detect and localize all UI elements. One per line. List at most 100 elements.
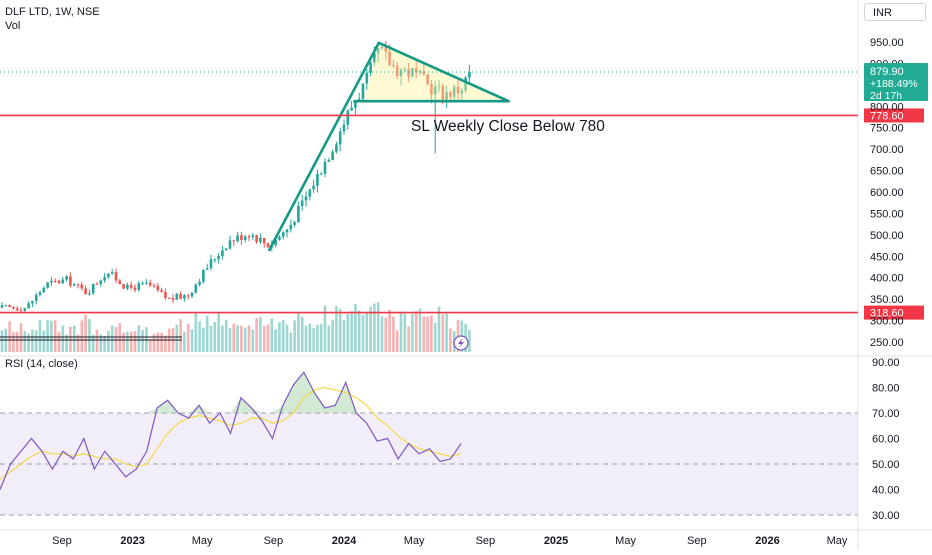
time-tick-label: 2025 — [544, 535, 568, 547]
candle — [331, 151, 334, 160]
candle — [8, 305, 11, 307]
candle — [437, 85, 441, 87]
candle — [202, 269, 205, 282]
volume-bar — [46, 320, 49, 352]
candle — [126, 284, 129, 289]
candle — [468, 72, 471, 78]
candle — [145, 282, 148, 284]
candle — [183, 295, 186, 299]
candle — [228, 240, 232, 249]
candle — [164, 292, 167, 298]
candle — [266, 243, 270, 248]
price-tick-label: 700.00 — [870, 144, 904, 156]
volume-bar — [221, 325, 224, 352]
volume-bar — [69, 326, 72, 352]
candle — [255, 235, 258, 242]
candle — [380, 47, 384, 49]
volume-bar — [259, 317, 262, 352]
time-tick-label: May — [615, 535, 636, 547]
rsi-ma-line — [0, 386, 462, 480]
candle — [76, 284, 80, 286]
candle — [262, 237, 266, 244]
symbol-title: DLF LTD, 1W, NSE — [5, 6, 100, 18]
pattern-line-2 — [377, 41, 510, 103]
volume-bar — [12, 332, 15, 352]
rsi-tick-label: 50.00 — [872, 459, 900, 471]
volume-bar — [312, 328, 315, 352]
candle — [61, 279, 65, 284]
price-tick-label: 300.00 — [870, 316, 904, 328]
candle — [72, 284, 76, 286]
candle — [122, 284, 125, 289]
candle — [449, 92, 452, 97]
candle — [407, 69, 410, 77]
candle — [399, 69, 403, 77]
candle — [209, 259, 213, 269]
volume-bar — [198, 321, 201, 352]
pattern-line-1 — [268, 41, 381, 252]
volume-bar — [164, 335, 167, 352]
volume-bar — [331, 319, 334, 352]
candle — [118, 280, 122, 285]
volume-bar — [319, 323, 323, 352]
volume-bar — [243, 327, 247, 352]
volume-bar — [27, 333, 30, 352]
candle — [23, 308, 27, 311]
candle — [464, 77, 467, 91]
candle — [88, 293, 91, 295]
candle — [31, 300, 34, 304]
price-tick-label: 500.00 — [870, 230, 904, 242]
candle — [236, 235, 239, 242]
candle — [107, 273, 110, 278]
replay-icon-bolt — [458, 338, 464, 348]
volume-bar — [304, 325, 308, 352]
candle — [430, 83, 433, 95]
volume-bar — [156, 332, 160, 352]
price-tick-label: 550.00 — [870, 208, 904, 220]
level-tag-text-1: 778.60 — [870, 110, 904, 122]
volume-label: Vol — [5, 20, 21, 32]
rsi-tick-label: 90.00 — [872, 357, 900, 369]
volume-bar — [384, 317, 388, 352]
candle — [259, 237, 262, 242]
volume-bar — [42, 330, 46, 352]
candle — [460, 90, 464, 94]
candle — [221, 250, 224, 256]
volume-bar — [437, 306, 441, 352]
volume-bar — [430, 315, 433, 352]
candle — [395, 65, 399, 77]
candle — [403, 69, 407, 71]
volume-bar — [327, 325, 331, 352]
candle — [15, 308, 19, 311]
volume-bar — [369, 306, 372, 352]
volume-bar — [209, 325, 213, 352]
candle — [194, 284, 198, 293]
candle — [445, 92, 448, 100]
volume-bar — [445, 313, 448, 352]
volume-bar — [357, 310, 361, 352]
candle — [338, 131, 342, 145]
volume-bar — [388, 309, 391, 352]
volume-bar — [137, 325, 141, 352]
volume-bar — [194, 312, 198, 352]
candle — [57, 280, 61, 284]
volume-bar — [126, 331, 129, 352]
volume-bar — [107, 330, 110, 352]
candle — [392, 64, 395, 66]
candle — [304, 196, 308, 201]
volume-bar — [300, 316, 304, 352]
candle — [316, 173, 319, 186]
volume-bar — [31, 329, 34, 352]
volume-bar — [449, 328, 452, 352]
candle — [350, 107, 353, 111]
candle — [433, 86, 437, 95]
candle — [69, 276, 72, 286]
volume-bar — [232, 323, 236, 352]
candle — [34, 295, 38, 301]
candle — [129, 284, 133, 288]
currency-selector[interactable]: INR — [864, 3, 926, 21]
candle — [84, 288, 87, 295]
candle — [137, 283, 141, 290]
volume-bar — [361, 314, 365, 352]
